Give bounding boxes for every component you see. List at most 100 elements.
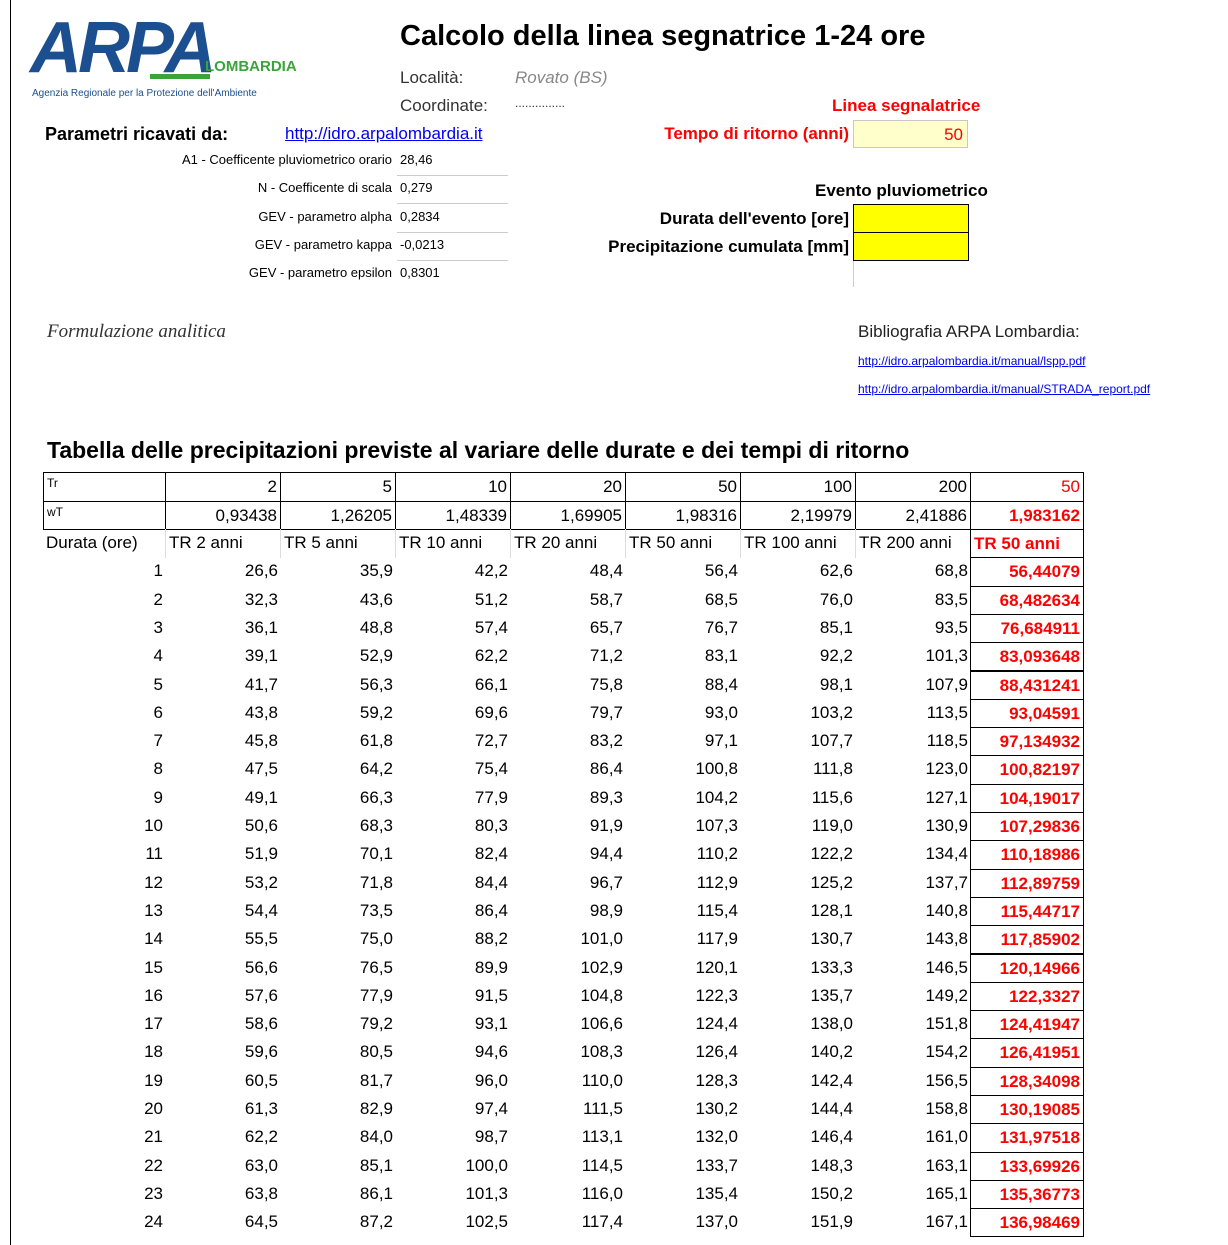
table-cell: 50 [970,472,1084,502]
table-cell: 123,0 [925,759,968,779]
table-cell: 88,431241 [970,670,1084,700]
table-cell: 1,983162 [970,500,1084,530]
table-cell: 82,4 [474,844,508,864]
table-cell: 85,1 [359,1155,393,1175]
cell-border [397,259,508,261]
table-cell: 150,2 [810,1183,853,1203]
table-title: Tabella delle precipitazioni previste al… [47,437,910,463]
table-cell: 5 [280,472,396,502]
table-cell: 117,4 [581,1212,623,1232]
table-cell: 96,0 [474,1070,508,1090]
left-border [10,0,11,1245]
table-cell: 111,8 [812,759,853,779]
table-cell: 65,7 [589,617,623,637]
table-cell: 104,19017 [970,783,1084,813]
table-cell: 98,9 [589,900,623,920]
table-cell: 131,97518 [970,1123,1084,1153]
table-cell: 77,9 [359,985,393,1005]
table-cell: 149,2 [925,985,968,1005]
table-cell: 135,4 [695,1183,738,1203]
table-cell: 133,69926 [970,1151,1084,1181]
bibliography-link[interactable]: http://idro.arpalombardia.it/manual/lspp… [858,354,1086,368]
table-cell: 68,8 [934,561,968,581]
table-cell: 135,36773 [970,1179,1084,1210]
table-cell: 113,5 [926,702,968,722]
bibliography-link[interactable]: http://idro.arpalombardia.it/manual/STRA… [858,382,1151,396]
table-cell: 20 [144,1099,163,1118]
source-link[interactable]: http://idro.arpalombardia.it [285,124,483,143]
event-input-divider [853,232,969,233]
table-cell: Tr [43,472,166,502]
table-cell: 76,684911 [970,613,1084,644]
table-cell: 1 [153,561,163,581]
table-cell: 71,8 [359,872,393,892]
table-cell: 128,1 [810,900,853,920]
return-period-label: Tempo di ritorno (anni) [664,124,849,143]
table-cell: 21 [144,1127,163,1147]
table-cell: 88,4 [704,674,738,694]
table-cell: 86,1 [359,1183,393,1203]
table-cell: 93,5 [934,617,968,637]
table-cell: 68,5 [704,589,738,609]
table-cell: 89,3 [589,787,623,807]
table-cell: 36,1 [244,617,278,637]
table-cell: 56,4 [704,561,738,581]
table-cell: 49,1 [244,787,278,807]
table-cell: 11 [145,844,163,864]
table-cell: 120,14966 [970,953,1084,983]
table-cell: 58,7 [589,589,623,609]
table-cell: 98,1 [819,674,853,694]
table-cell: 63,0 [244,1155,278,1175]
table-cell: 128,34098 [970,1066,1084,1096]
table-cell: 130,19085 [970,1095,1084,1125]
table-cell: 75,4 [474,759,508,779]
table-cell: 119,0 [811,816,853,835]
return-period-value[interactable]: 50 [853,120,968,148]
table-cell: 85,1 [819,617,853,637]
table-cell: 59,2 [359,702,393,722]
parameter-value: 0,279 [400,180,433,196]
table-cell: 86,4 [589,759,623,779]
parameter-value: 28,46 [400,152,433,167]
table-cell: 58,6 [244,1014,278,1034]
table-cell: 130,7 [810,929,853,949]
table-cell: 56,44079 [970,557,1084,587]
table-cell: 93,04591 [970,698,1084,729]
table-cell: 124,41947 [970,1010,1084,1040]
table-cell: 154,2 [925,1042,968,1062]
table-cell: 100,8 [695,759,738,779]
table-cell: 128,3 [695,1070,738,1090]
table-cell: 133,7 [695,1155,738,1175]
event-field-label: Durata dell'evento [ore] [659,209,849,228]
table-cell: 158,8 [925,1099,968,1118]
table-cell: 54,4 [244,900,278,920]
table-cell: 75,8 [589,674,623,694]
table-cell: 7 [153,731,163,751]
table-cell: 19 [144,1070,163,1090]
table-cell: 80,5 [359,1042,393,1062]
table-cell: 55,5 [244,929,278,949]
table-cell: 102,9 [580,957,623,977]
table-cell: 47,5 [244,759,278,779]
table-cell: 57,6 [244,985,278,1005]
table-cell: 1,26205 [280,500,396,530]
agency: Agenzia Regionale per la Protezione dell… [32,88,257,99]
table-cell: 83,5 [934,589,968,609]
table-cell: 167,1 [925,1212,968,1232]
table-cell: 146,4 [810,1127,853,1147]
table-cell: 72,7 [474,731,508,751]
table-cell: 124,4 [695,1014,738,1034]
table-cell: 50,6 [244,816,278,835]
table-cell: 98,7 [474,1127,508,1147]
table-header-cell: Durata (ore) [46,533,138,552]
table-header-cell: TR 20 anni [510,529,626,559]
table-cell: 107,7 [810,731,853,751]
table-cell: 102,5 [465,1212,508,1232]
table-cell: 3 [153,617,163,637]
table-cell: 20 [510,472,626,502]
table-cell: 10 [395,472,511,502]
table-cell: 142,4 [810,1070,853,1090]
table-cell: 151,9 [810,1212,853,1232]
table-cell: 8 [153,759,163,779]
